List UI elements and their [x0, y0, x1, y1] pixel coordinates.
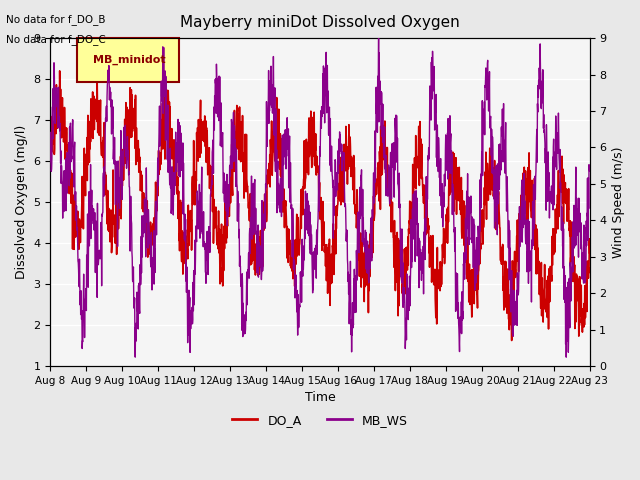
- Y-axis label: Dissolved Oxygen (mg/l): Dissolved Oxygen (mg/l): [15, 125, 28, 279]
- FancyBboxPatch shape: [77, 38, 179, 82]
- Title: Mayberry miniDot Dissolved Oxygen: Mayberry miniDot Dissolved Oxygen: [180, 15, 460, 30]
- Legend: DO_A, MB_WS: DO_A, MB_WS: [227, 409, 413, 432]
- Text: No data for f_DO_C: No data for f_DO_C: [6, 34, 106, 45]
- Text: No data for f_DO_B: No data for f_DO_B: [6, 14, 106, 25]
- Text: MB_minidot: MB_minidot: [93, 54, 165, 65]
- X-axis label: Time: Time: [305, 391, 335, 404]
- Y-axis label: Wind Speed (m/s): Wind Speed (m/s): [612, 146, 625, 258]
